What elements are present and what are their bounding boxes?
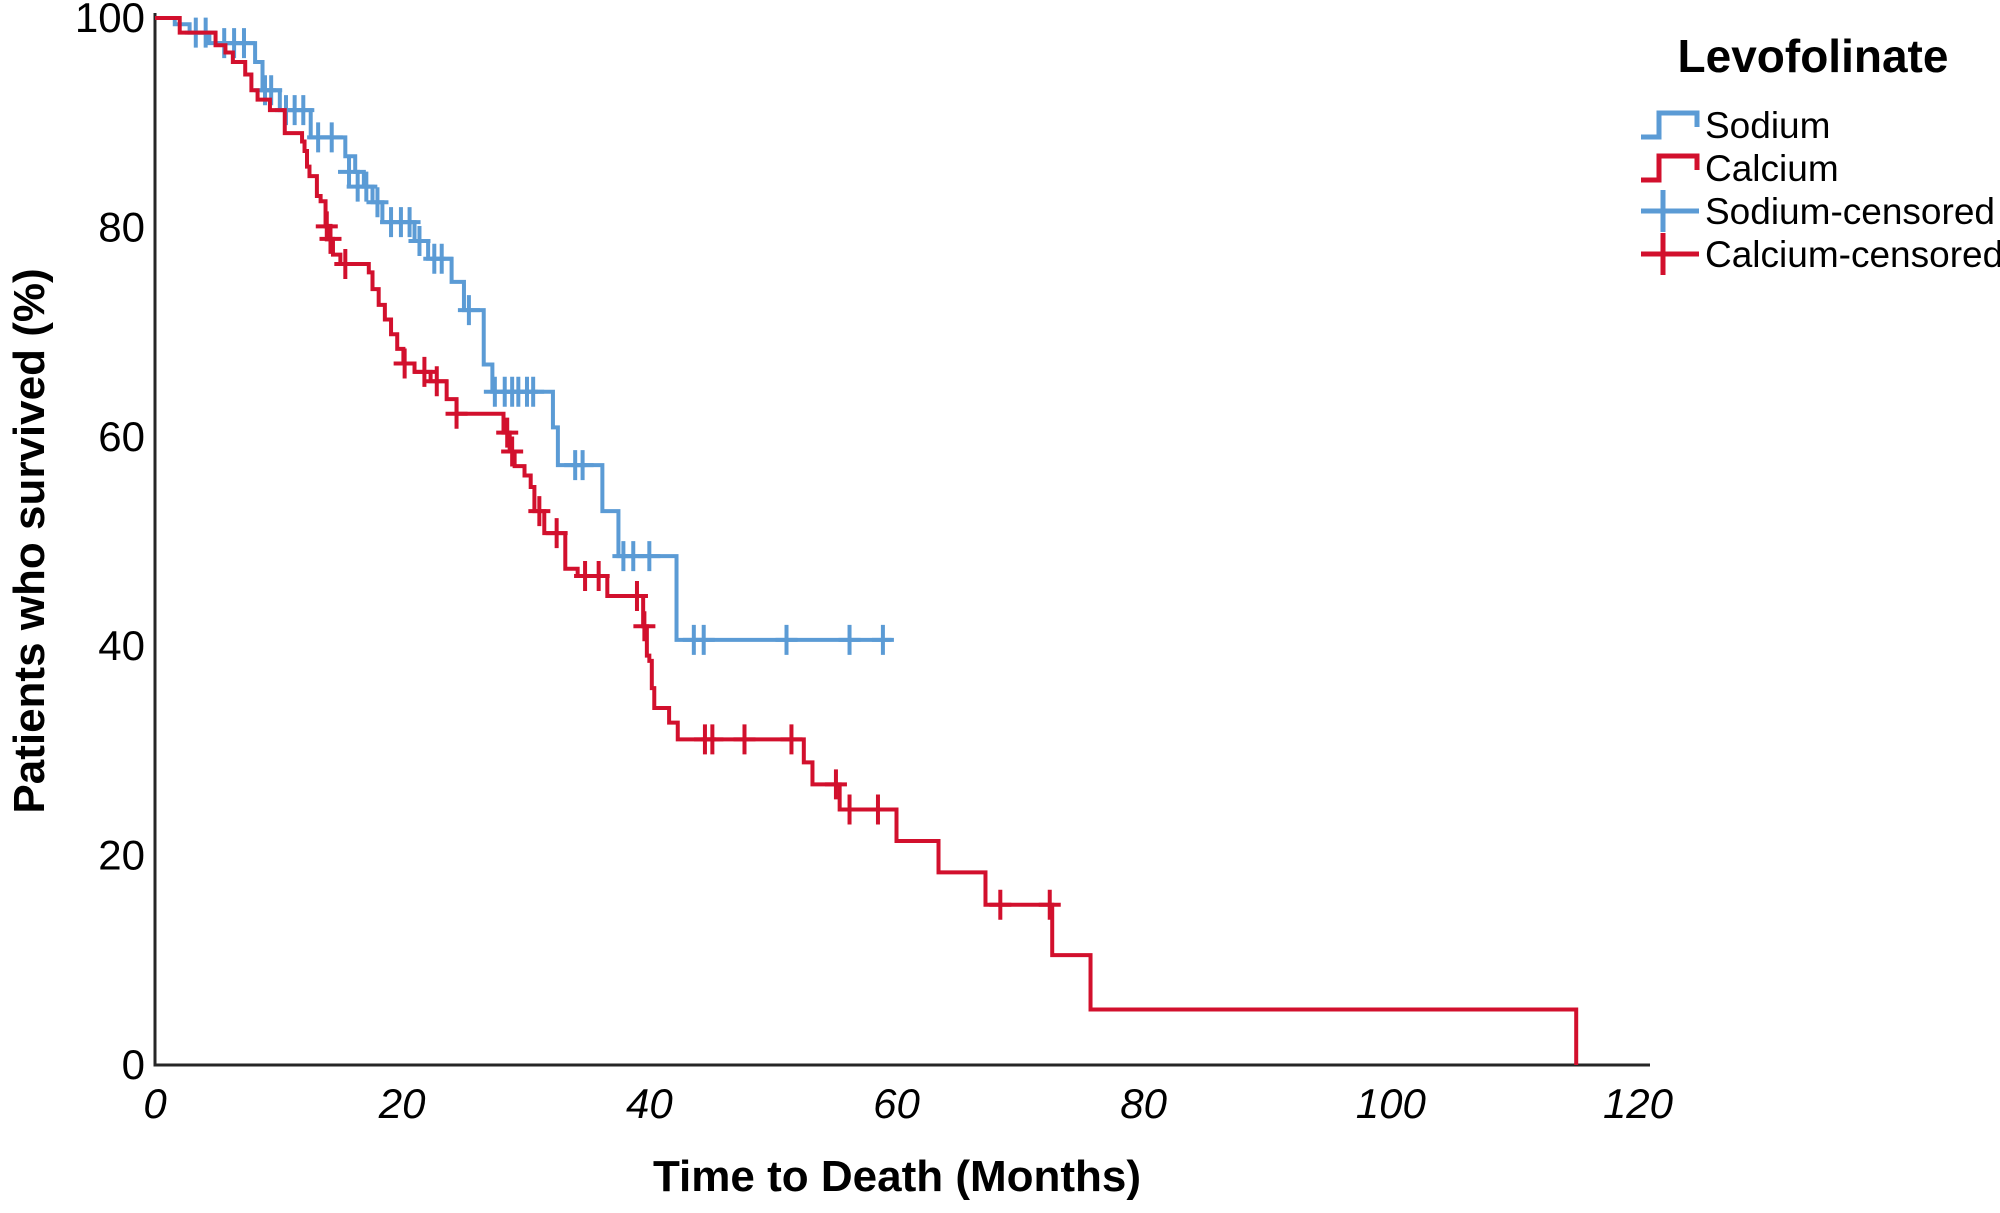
y-axis-title: Patients who survived (%) [5,268,54,813]
legend-censor-plus-icon [1641,190,1699,232]
legend-item-calcium-censored: Calcium-censored [1641,233,2000,275]
calcium-censor-mark [1038,889,1061,920]
legend-item-label: Calcium-censored [1705,234,2000,275]
calcium-censor-mark [319,223,342,254]
sodium-censor-mark [871,624,894,655]
calcium-censor-mark [545,518,568,549]
y-axis-tick-labels: 0 20 40 60 80 100 [75,0,145,1088]
calcium-series [155,16,1579,1065]
y-tick-label: 40 [98,622,145,669]
x-tick-label: 20 [378,1080,426,1127]
sodium-censor-mark [366,187,389,218]
sodium-censor-mark [522,376,545,407]
legend-item-sodium-censored: Sodium-censored [1641,190,1995,232]
sodium-censor-mark [571,450,594,481]
calcium-censor-mark [701,724,724,755]
calcium-censor-mark [528,496,551,527]
y-tick-label: 20 [98,832,145,879]
legend-item-label: Sodium [1705,105,1830,146]
calcium-censor-mark [393,348,416,379]
x-tick-label: 60 [873,1080,920,1127]
y-tick-label: 60 [98,413,145,460]
sodium-censor-mark [638,541,661,572]
legend-item-sodium: Sodium [1641,105,1830,146]
legend-item-label: Sodium-censored [1705,191,1995,232]
calcium-censor-mark [780,724,803,755]
calcium-censor-mark [587,561,610,592]
legend-item-calcium: Calcium [1641,148,1839,189]
sodium-censor-mark [398,207,421,238]
x-tick-label: 80 [1120,1080,1167,1127]
x-axis-title: Time to Death (Months) [653,1152,1141,1201]
calcium-censor-mark [315,211,338,242]
calcium-censor-mark [824,769,847,800]
sodium-censor-mark [457,295,480,326]
x-tick-label: 120 [1603,1080,1674,1127]
sodium-curve [155,16,892,642]
x-tick-label: 0 [143,1080,167,1127]
legend-title: Levofolinate [1678,30,1949,82]
calcium-censor-mark [501,436,524,467]
sodium-censor-mark [292,95,315,126]
sodium-censor-mark [232,28,255,59]
y-tick-label: 80 [98,203,145,250]
calcium-censor-mark [838,794,861,825]
legend-step-line-icon [1641,110,1700,140]
calcium-censor-mark [989,889,1012,920]
calcium-censor-mark [445,398,468,429]
legend-censor-plus-icon [1641,233,1699,275]
calcium-censor-mark [866,794,889,825]
calcium-censor-mark [413,356,436,387]
sodium-series [155,16,894,655]
calcium-censor-mark [733,724,756,755]
calcium-censor-mark [625,580,648,611]
legend-items: SodiumCalciumSodium-censoredCalcium-cens… [1641,105,2000,275]
calcium-censor-mark [633,611,656,642]
calcium-censor-mark [496,417,519,448]
survival-curves [155,16,1579,1065]
x-axis-tick-labels: 0 20 40 60 80 100 120 [143,1080,1673,1127]
calcium-censor-mark [425,366,448,397]
sodium-censor-mark [430,243,453,274]
y-tick-label: 0 [122,1041,145,1088]
sodium-censor-mark [408,226,431,257]
sodium-censor-mark [838,624,861,655]
sodium-censor-mark [320,122,343,153]
legend-step-line-icon [1641,153,1700,183]
sodium-censor-mark [355,171,378,202]
calcium-censor-mark [334,249,357,280]
sodium-censor-mark [775,624,798,655]
legend: Levofolinate SodiumCalciumSodium-censore… [1641,30,2000,275]
x-tick-label: 100 [1356,1080,1427,1127]
x-tick-label: 40 [626,1080,673,1127]
legend-item-label: Calcium [1705,148,1839,189]
axes [153,13,1650,1067]
y-tick-label: 100 [75,0,145,41]
sodium-censor-mark [692,624,715,655]
